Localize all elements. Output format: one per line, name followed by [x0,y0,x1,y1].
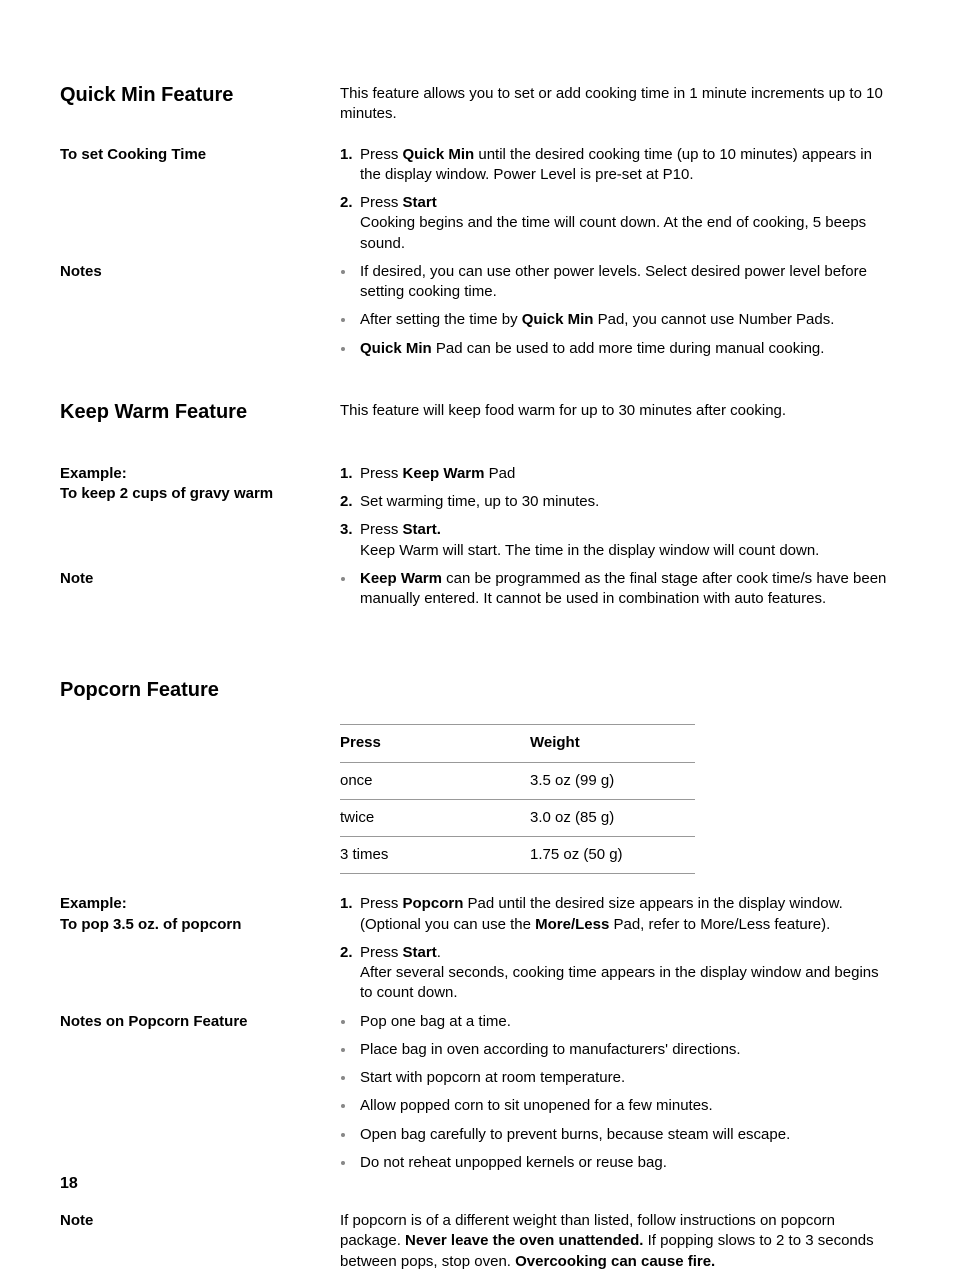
keep-warm-note-row: Note Keep Warm can be programmed as the … [60,569,894,610]
popcorn-n4: Allow popped corn to sit unopened for a … [340,1096,894,1116]
keep-warm-notes-list: Keep Warm can be programmed as the final… [340,569,894,610]
popcorn-step1: 1. Press Popcorn Pad until the desired s… [340,894,894,935]
popcorn-table-row: Press Weight once 3.5 oz (99 g) twice 3.… [60,724,894,874]
quick-min-steps-row: To set Cooking Time 1. Press Quick Min u… [60,145,894,254]
popcorn-n1: Pop one bag at a time. [340,1012,894,1032]
keep-warm-note1: Keep Warm can be programmed as the final… [340,569,894,610]
popcorn-th-press: Press [340,725,530,762]
popcorn-example-label-1: Example: [60,894,320,914]
quick-min-note1: If desired, you can use other power leve… [340,262,894,303]
popcorn-row-2: twice 3.0 oz (85 g) [340,799,695,836]
keep-warm-steps-row: Example: To keep 2 cups of gravy warm 1.… [60,464,894,561]
quick-min-note2: After setting the time by Quick Min Pad,… [340,310,894,330]
popcorn-notes-row: Notes on Popcorn Feature Pop one bag at … [60,1012,894,1174]
quick-min-notes-row: Notes If desired, you can use other powe… [60,262,894,359]
popcorn-steps: 1. Press Popcorn Pad until the desired s… [340,894,894,1003]
popcorn-final-note-row: Note If popcorn is of a different weight… [60,1211,894,1272]
popcorn-step2: 2. Press Start. After several seconds, c… [340,943,894,1004]
keep-warm-steps: 1. Press Keep Warm Pad 2. Set warming ti… [340,464,894,561]
keep-warm-section: Keep Warm Feature This feature will keep… [60,399,894,426]
quick-min-note3: Quick Min Pad can be used to add more ti… [340,339,894,359]
popcorn-notes-label: Notes on Popcorn Feature [60,1012,320,1032]
popcorn-row-3: 3 times 1.75 oz (50 g) [340,837,695,874]
popcorn-section: Popcorn Feature [60,677,894,704]
popcorn-example-label-2: To pop 3.5 oz. of popcorn [60,915,320,935]
popcorn-n3: Start with popcorn at room temperature. [340,1068,894,1088]
popcorn-title: Popcorn Feature [60,677,320,704]
quick-min-intro: This feature allows you to set or add co… [340,84,894,125]
page-number: 18 [60,1173,78,1195]
keep-warm-title: Keep Warm Feature [60,399,320,426]
quick-min-section: Quick Min Feature This feature allows yo… [60,82,894,125]
popcorn-th-weight: Weight [530,725,695,762]
popcorn-final-note-label: Note [60,1211,320,1231]
keep-warm-example-label-1: Example: [60,464,320,484]
keep-warm-step3: 3. Press Start. Keep Warm will start. Th… [340,520,894,561]
keep-warm-step2: 2. Set warming time, up to 30 minutes. [340,492,894,512]
keep-warm-note-label: Note [60,569,320,589]
popcorn-n6: Do not reheat unpopped kernels or reuse … [340,1153,894,1173]
keep-warm-intro: This feature will keep food warm for up … [340,401,894,421]
popcorn-steps-row: Example: To pop 3.5 oz. of popcorn 1. Pr… [60,894,894,1003]
popcorn-n2: Place bag in oven according to manufactu… [340,1040,894,1060]
quick-min-notes-label: Notes [60,262,320,282]
quick-min-notes-list: If desired, you can use other power leve… [340,262,894,359]
popcorn-table: Press Weight once 3.5 oz (99 g) twice 3.… [340,724,695,874]
popcorn-row-1: once 3.5 oz (99 g) [340,762,695,799]
quick-min-steps: 1. Press Quick Min until the desired coo… [340,145,894,254]
keep-warm-example-label-2: To keep 2 cups of gravy warm [60,484,320,504]
set-cooking-time-label: To set Cooking Time [60,145,320,165]
keep-warm-step1: 1. Press Keep Warm Pad [340,464,894,484]
quick-min-step2: 2. Press Start Cooking begins and the ti… [340,193,894,254]
popcorn-final-note: If popcorn is of a different weight than… [340,1211,894,1272]
quick-min-title: Quick Min Feature [60,82,320,109]
quick-min-step1: 1. Press Quick Min until the desired coo… [340,145,894,186]
popcorn-n5: Open bag carefully to prevent burns, bec… [340,1125,894,1145]
popcorn-notes-list: Pop one bag at a time. Place bag in oven… [340,1012,894,1174]
